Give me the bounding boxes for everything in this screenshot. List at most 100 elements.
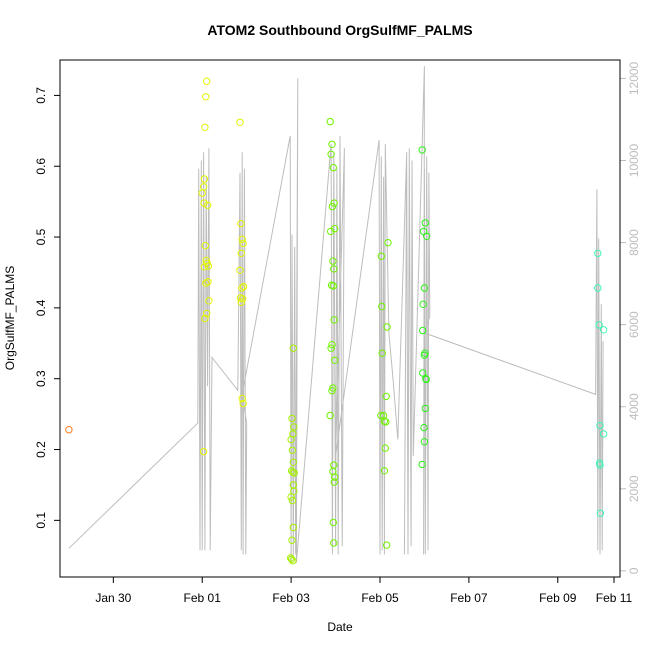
data-point	[238, 235, 246, 243]
y-tick-label: 0.4	[34, 299, 48, 316]
data-point	[200, 199, 208, 207]
data-point	[327, 227, 335, 236]
data-point	[202, 93, 210, 101]
data-point	[331, 356, 339, 364]
y2-tick-label: 0	[627, 567, 641, 574]
data-point	[378, 302, 386, 311]
plot-box	[59, 59, 621, 578]
data-point	[327, 150, 335, 158]
y-axis-label: OrgSulfMF_PALMS	[3, 266, 17, 370]
data-point	[202, 279, 210, 287]
data-point	[290, 469, 298, 477]
data-point	[383, 323, 391, 331]
data-point	[595, 321, 603, 329]
data-point	[421, 219, 429, 227]
x-tick-label: Feb 09	[539, 591, 577, 605]
data-point	[420, 351, 429, 359]
y-tick-label: 0.3	[34, 370, 48, 387]
data-point	[328, 140, 336, 149]
data-point	[419, 300, 427, 308]
data-point	[382, 418, 390, 426]
data-point	[421, 404, 429, 413]
data-point	[290, 423, 298, 431]
data-point	[330, 199, 338, 207]
data-point	[65, 426, 73, 434]
data-point	[423, 232, 431, 241]
data-point	[200, 175, 209, 183]
data-point	[420, 423, 428, 432]
data-point	[199, 183, 208, 191]
data-point	[329, 282, 337, 290]
data-point	[326, 411, 334, 420]
data-point	[239, 282, 248, 291]
data-point	[420, 284, 429, 292]
x-tick-label: Feb 11	[596, 591, 633, 605]
data-point	[327, 344, 335, 352]
data-point	[328, 202, 337, 211]
data-point	[236, 118, 244, 127]
data-point	[238, 394, 246, 403]
data-point	[237, 249, 246, 258]
data-point	[237, 298, 246, 306]
chart-title: ATOM2 Southbound OrgSulfMF_PALMS	[207, 22, 472, 38]
data-point	[205, 297, 213, 305]
data-point	[329, 518, 337, 527]
y-tick-label: 0.6	[34, 158, 48, 175]
data-point	[287, 435, 295, 444]
data-point	[239, 399, 247, 408]
data-point	[239, 239, 247, 248]
data-point	[377, 252, 385, 260]
x-tick-label: Feb 07	[450, 591, 488, 605]
altitude-trace-layer	[68, 66, 604, 563]
data-point	[236, 266, 244, 274]
data-point	[237, 219, 245, 228]
data-point	[420, 438, 429, 446]
x-tick-label: Feb 01	[184, 591, 222, 605]
data-point	[418, 146, 426, 154]
data-point	[203, 309, 211, 318]
data-point	[289, 344, 297, 352]
data-point	[204, 278, 212, 286]
y2-tick-label: 10000	[627, 144, 641, 178]
data-point	[287, 555, 296, 563]
y2-tick-label: 4000	[627, 393, 641, 420]
scatter-points-layer	[65, 77, 608, 565]
data-point	[204, 262, 213, 270]
data-point	[289, 458, 297, 466]
data-point	[200, 263, 209, 271]
y-tick-label: 0.1	[34, 512, 48, 529]
data-point	[330, 316, 338, 324]
data-point	[599, 430, 608, 438]
data-point	[201, 123, 209, 132]
data-point	[203, 201, 212, 209]
data-point	[330, 265, 338, 273]
data-point	[201, 241, 210, 250]
y-tick-label: 0.5	[34, 228, 48, 245]
data-point	[238, 284, 246, 292]
data-point	[382, 392, 390, 401]
altitude-trace-line	[68, 66, 604, 563]
y-tick-label: 0.2	[34, 441, 48, 458]
y2-tick-label: 12000	[627, 61, 641, 95]
x-tick-label: Jan 30	[95, 591, 131, 605]
data-point	[288, 496, 297, 505]
data-point	[596, 509, 605, 517]
x-tick-label: Feb 03	[272, 591, 310, 605]
data-point	[201, 314, 209, 323]
data-point	[288, 536, 296, 544]
data-point	[287, 493, 295, 501]
data-point	[380, 467, 389, 475]
data-point	[377, 411, 385, 420]
data-point	[328, 387, 336, 395]
data-point	[330, 539, 338, 547]
data-point	[594, 249, 602, 258]
y2-tick-label: 2000	[627, 475, 641, 502]
data-point	[378, 349, 386, 357]
data-point	[329, 163, 337, 172]
y2-tick-label: 6000	[627, 311, 641, 338]
data-point	[199, 447, 208, 456]
x-axis-label: Date	[327, 620, 353, 634]
data-point	[379, 411, 388, 420]
